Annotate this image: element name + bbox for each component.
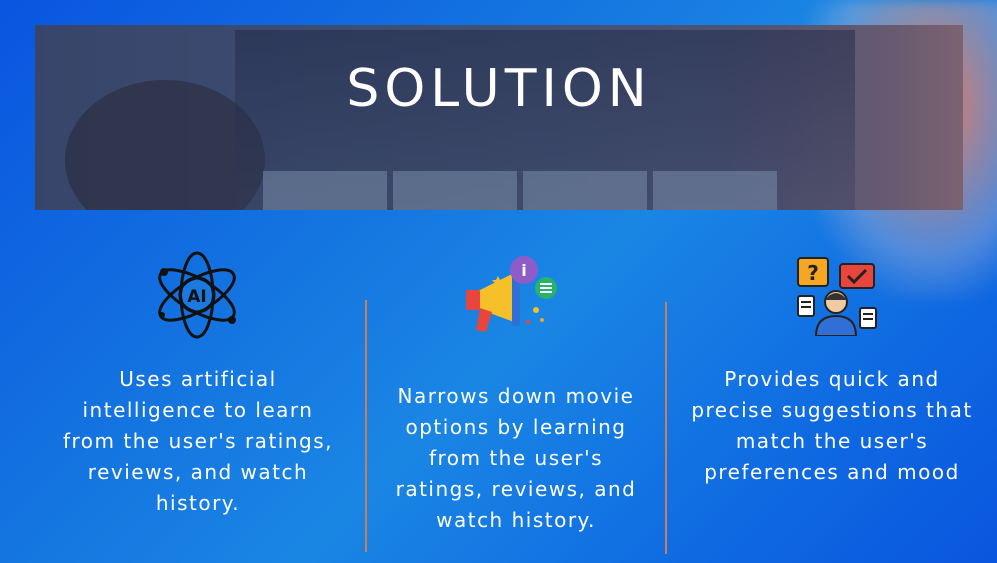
banner-thumbnail-row <box>263 171 823 210</box>
column-divider <box>665 302 667 554</box>
column-divider <box>365 300 367 552</box>
column-narrow: Narrows down movie options by learning f… <box>368 381 664 536</box>
ai-atom-icon: AI <box>158 251 236 339</box>
svg-text:?: ? <box>807 261 819 285</box>
column-ai: Uses artificial intelligence to learn fr… <box>30 364 366 519</box>
svg-text:i: i <box>521 261 526 280</box>
banner-background-figure <box>65 80 265 210</box>
solution-banner: SOLUTION <box>35 25 963 210</box>
column-suggest: Provides quick and precise suggestions t… <box>668 364 996 488</box>
column-text: Narrows down movie options by learning f… <box>395 384 637 532</box>
megaphone-icon: i <box>466 256 557 332</box>
user-questions-icon: ? <box>797 257 877 336</box>
banner-thumbnail <box>393 171 517 210</box>
column-text: Uses artificial intelligence to learn fr… <box>62 367 333 515</box>
banner-thumbnail <box>263 171 387 210</box>
banner-thumbnail <box>653 171 777 210</box>
page-title: SOLUTION <box>346 59 652 119</box>
banner-thumbnail <box>523 171 647 210</box>
column-text: Provides quick and precise suggestions t… <box>691 367 973 484</box>
svg-text:AI: AI <box>187 287 206 307</box>
